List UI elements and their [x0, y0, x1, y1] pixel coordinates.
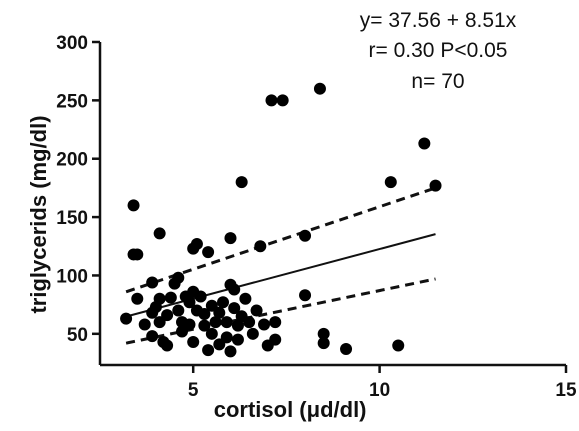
data-point	[146, 330, 159, 343]
y-axis-ticks: 50 100 150 200 250 300	[56, 33, 100, 346]
y-axis-title: triglycerids (mg/dl)	[26, 115, 51, 313]
data-point	[131, 292, 144, 305]
x-axis-ticks: 5 10 15	[188, 365, 577, 401]
data-point	[183, 296, 196, 309]
data-point	[269, 316, 282, 329]
data-points	[120, 82, 442, 358]
data-point	[250, 304, 263, 317]
y-tick-label: 200	[56, 150, 88, 171]
data-point	[231, 333, 244, 346]
data-point	[313, 82, 326, 95]
x-tick-label: 10	[369, 380, 390, 401]
data-point	[183, 318, 196, 331]
data-point	[228, 302, 241, 315]
y-tick-label: 50	[67, 325, 88, 346]
data-point	[269, 333, 282, 346]
y-tick-label: 100	[56, 266, 88, 287]
data-point	[198, 307, 211, 320]
data-point	[235, 176, 248, 189]
data-point	[194, 290, 207, 303]
data-point	[205, 327, 218, 340]
data-point	[224, 232, 237, 245]
data-point	[198, 319, 211, 332]
data-point	[243, 316, 256, 329]
data-point	[131, 248, 144, 261]
data-point	[209, 316, 222, 329]
data-point	[299, 229, 312, 242]
data-point	[239, 292, 252, 305]
data-point	[254, 240, 267, 253]
data-point	[340, 342, 353, 355]
regression-lines	[125, 186, 436, 345]
data-point	[120, 312, 133, 325]
data-point	[153, 292, 166, 305]
data-point	[127, 199, 140, 212]
data-point	[258, 318, 271, 331]
data-point	[146, 276, 159, 289]
y-tick-label: 150	[56, 208, 88, 229]
data-point	[392, 339, 405, 352]
data-point	[228, 283, 241, 296]
data-point	[299, 289, 312, 302]
data-point	[317, 337, 330, 350]
data-point	[265, 94, 278, 107]
data-point	[220, 316, 233, 329]
axes	[98, 42, 566, 367]
data-point	[190, 237, 203, 250]
y-tick-label: 300	[56, 33, 88, 54]
data-point	[202, 246, 215, 259]
equation-annotation: y= 37.56 + 8.51x	[360, 9, 517, 32]
data-point	[161, 309, 174, 322]
data-point	[138, 318, 151, 331]
data-point	[172, 271, 185, 284]
ci-upper-line	[125, 186, 436, 294]
data-point	[418, 137, 431, 150]
data-point	[213, 306, 226, 319]
data-point	[161, 339, 174, 352]
data-point	[172, 304, 185, 317]
data-point	[317, 327, 330, 340]
data-point	[220, 331, 233, 344]
data-point	[187, 335, 200, 348]
data-point	[202, 344, 215, 357]
data-point	[231, 319, 244, 332]
data-point	[164, 291, 177, 304]
x-tick-label: 15	[555, 380, 577, 401]
data-point	[276, 94, 289, 107]
data-point	[246, 327, 259, 340]
data-point	[429, 179, 442, 192]
fit-line	[125, 233, 436, 318]
y-tick-label: 250	[56, 91, 88, 112]
x-tick-label: 5	[188, 380, 199, 401]
data-point	[384, 176, 397, 189]
x-axis-title: cortisol (μd/dl)	[214, 397, 367, 422]
correlation-annotation: r= 0.30 P<0.05	[369, 39, 508, 62]
data-point	[217, 296, 230, 309]
sample-size-annotation: n= 70	[411, 70, 464, 93]
data-point	[224, 345, 237, 358]
data-point	[153, 227, 166, 240]
